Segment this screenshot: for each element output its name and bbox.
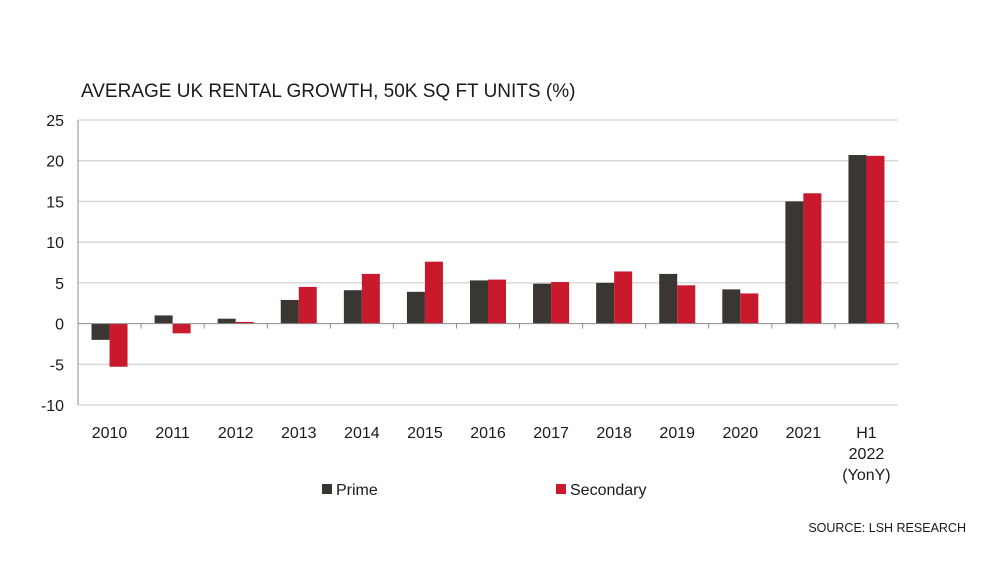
legend-swatch-secondary <box>556 484 566 494</box>
bar-prime <box>280 299 299 324</box>
bar-prime <box>406 291 425 324</box>
x-tick-label: 2022 <box>849 446 885 463</box>
x-tick-label: 2019 <box>659 425 695 442</box>
legend-label-secondary: Secondary <box>570 482 647 499</box>
bar-secondary <box>488 279 506 324</box>
x-tick-label: 2011 <box>155 425 190 442</box>
legend-label-prime: Prime <box>336 482 378 499</box>
y-tick-label: 0 <box>55 317 64 334</box>
y-tick-label: 15 <box>46 194 64 211</box>
x-tick-label: 2015 <box>407 425 443 442</box>
x-tick-label: 2012 <box>218 425 254 442</box>
bar-prime <box>154 315 173 324</box>
x-tick-label: 2014 <box>344 425 380 442</box>
bar-prime <box>659 273 678 324</box>
y-tick-label: 5 <box>55 276 64 293</box>
bar-prime <box>848 155 867 324</box>
bar-prime <box>722 289 741 324</box>
x-tick-label: 2021 <box>786 425 822 442</box>
x-tick-label: H1 <box>856 425 877 442</box>
bar-secondary <box>172 323 191 334</box>
bar-secondary <box>551 282 570 324</box>
y-tick-label: 10 <box>46 235 64 252</box>
y-tick-label: -5 <box>50 357 64 374</box>
x-tick-label: 2010 <box>92 425 128 442</box>
y-tick-label: 25 <box>46 113 64 130</box>
x-tick-label: 2017 <box>533 425 569 442</box>
x-tick-label: 2013 <box>281 425 317 442</box>
x-tick-label: (YonY) <box>842 467 890 484</box>
source-note: SOURCE: LSH RESEARCH <box>808 521 966 535</box>
bar-secondary <box>740 293 759 324</box>
bar-secondary <box>298 286 317 324</box>
bar-prime <box>343 290 362 324</box>
y-tick-label: 20 <box>46 154 64 171</box>
bar-secondary <box>235 321 254 324</box>
bars <box>91 155 885 367</box>
bar-prime <box>533 283 552 324</box>
x-tick-label: 2020 <box>723 425 759 442</box>
y-tick-label: -10 <box>41 398 64 415</box>
legend: Prime Secondary <box>322 482 647 499</box>
bar-prime <box>596 282 615 324</box>
axes: -10 -5 0 5 10 15 20 25 2010 2011 2012 2013 2014 2015 2… <box>41 113 899 484</box>
grid <box>78 119 898 406</box>
bar-prime <box>785 201 804 324</box>
bar-prime <box>91 323 110 340</box>
x-tick-label: 2016 <box>470 425 506 442</box>
bar-prime <box>470 280 488 324</box>
bar-secondary <box>803 193 822 324</box>
bar-secondary <box>614 271 633 324</box>
bar-prime <box>217 318 236 324</box>
bar-secondary <box>866 155 885 324</box>
x-tick-label: 2018 <box>596 425 632 442</box>
legend-swatch-prime <box>322 484 332 494</box>
bar-secondary <box>361 273 380 324</box>
bar-secondary <box>109 323 128 367</box>
chart-title: AVERAGE UK RENTAL GROWTH, 50K SQ FT UNIT… <box>81 81 575 102</box>
bar-secondary <box>424 261 443 324</box>
bar-secondary <box>677 285 696 324</box>
